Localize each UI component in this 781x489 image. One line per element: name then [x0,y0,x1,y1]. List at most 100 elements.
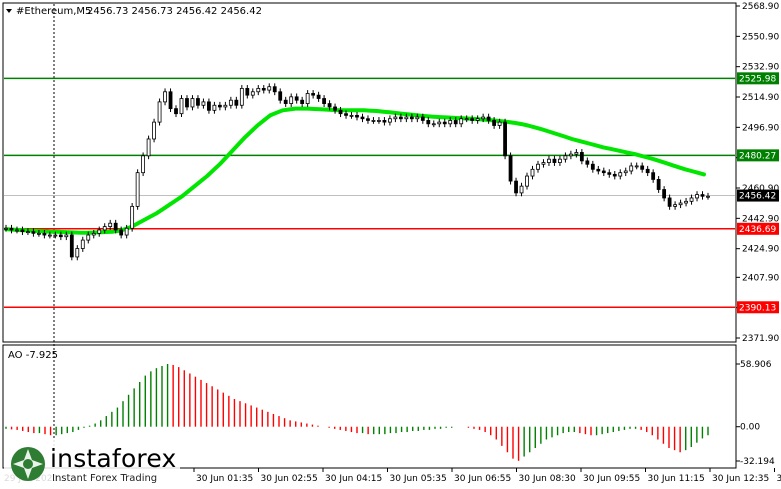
candle [256,88,261,93]
candle [300,99,305,104]
instaforex-logo-icon [11,447,45,481]
candle [113,222,118,231]
candle [223,104,228,108]
candle [585,160,590,165]
candle [623,170,628,174]
candle [552,158,557,163]
candle [508,155,513,182]
candle [503,121,507,157]
current-price-label: 2456.42 [739,192,776,202]
candle [393,116,398,120]
candle [547,158,551,163]
price-tick-label: 2460.90 [742,184,779,194]
candle [706,195,710,198]
candle [382,120,387,123]
level-badge-label: 2525.98 [739,74,776,84]
candle [645,168,650,174]
candle [618,172,623,177]
ao-tick-label: 0.00 [740,423,760,433]
candle [316,94,321,99]
candle [333,106,337,111]
candle [338,109,343,115]
candle [311,93,316,96]
candle [590,163,595,170]
candle [656,179,661,190]
candle [26,231,30,234]
time-label: 30 Jun 12:35 [712,474,769,484]
candle [190,98,195,108]
candle [536,163,540,170]
time-label: 30 Jun 09:55 [583,474,640,484]
candle [217,104,222,108]
candle [141,155,146,174]
candle [398,116,403,120]
symbol-timeframe: #Ethereum,M5 [16,6,91,17]
price-tick-label: 2407.90 [742,273,779,283]
candle [371,120,376,122]
candle [91,232,96,236]
candle [157,101,162,123]
candle [492,120,497,126]
candle [289,96,294,104]
candle [563,155,568,160]
candle [453,120,458,125]
level-badge-label: 2480.27 [739,151,776,161]
price-tick-label: 2442.90 [742,214,779,224]
candle [322,98,326,104]
candle [130,205,135,229]
candle [355,114,359,118]
level-badge [737,72,779,85]
candle [426,120,431,125]
candle [9,227,14,231]
candle [261,88,266,91]
candle [174,108,178,115]
candle [634,165,639,168]
candle [168,91,173,110]
price-tick-label: 2424.90 [742,245,779,255]
candle [700,194,705,197]
candle [20,229,25,233]
candle [69,234,74,258]
candle [349,114,354,117]
watermark-brand: instaforex [50,444,177,473]
candle [497,121,502,126]
candle [541,162,546,165]
time-label: 30 Jun 06:55 [454,474,511,484]
candle [607,172,612,175]
candle [409,116,414,120]
candle [574,152,579,155]
candle [470,118,475,121]
candle [695,194,699,199]
level-badge-label: 2436.69 [739,225,776,235]
candle [185,98,189,108]
candle [568,153,573,157]
candle [678,202,683,206]
price-tick-label: 2532.90 [742,63,779,73]
main-chart-frame[interactable] [2,2,737,343]
candle [640,165,645,170]
candle [53,234,58,237]
time-label: 30 Jun 13:55 [777,474,781,484]
candle [15,229,19,232]
candle [596,168,601,172]
candle [514,180,518,194]
candle [124,227,129,236]
time-label: 30 Jun 08:30 [519,474,576,484]
candle [464,118,469,121]
candle [135,172,140,207]
candle [228,99,233,106]
candle [294,96,299,101]
candle [579,152,584,162]
candle [152,121,156,140]
candle [42,232,47,236]
symbol-dropdown-icon[interactable] [6,9,12,13]
candle [278,91,283,101]
candle [442,121,447,125]
candle [196,98,200,106]
candle [481,116,486,120]
candle [360,116,365,120]
candle [415,116,420,120]
candle [662,189,667,199]
candle [388,118,392,123]
